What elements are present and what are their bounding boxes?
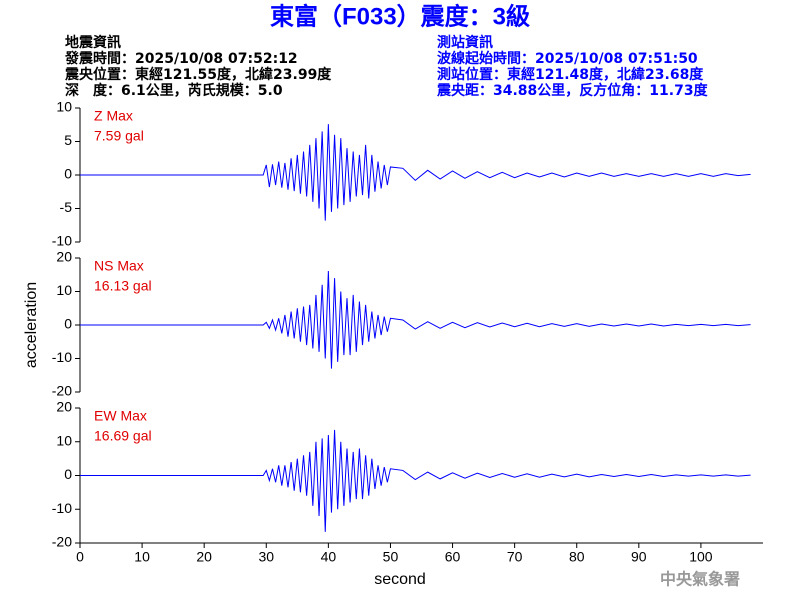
max-value-label: 16.69 gal (94, 428, 152, 444)
info-line: 波線起始時間：2025/10/08 07:51:50 (437, 50, 698, 67)
y-tick-label: -10 (52, 233, 72, 249)
right-info: 測站資訊 波線起始時間：2025/10/08 07:51:50 測站位置：東經1… (436, 34, 709, 99)
y-tick-label: 10 (56, 282, 72, 298)
waveform (80, 270, 751, 369)
y-tick-label: 5 (64, 132, 72, 148)
x-tick-label: 0 (76, 549, 84, 565)
x-tick-label: 10 (134, 549, 150, 565)
y-tick-label: -10 (52, 500, 72, 516)
info-line: 測站資訊 (437, 34, 493, 51)
x-tick-label: 90 (631, 549, 647, 565)
x-tick-label: 20 (196, 549, 212, 565)
info-line: 發震時間：2025/10/08 07:52:12 (64, 50, 298, 67)
x-tick-label: 30 (258, 549, 274, 565)
y-tick-label: -10 (52, 349, 72, 365)
max-value-label: 7.59 gal (94, 128, 144, 144)
footer: 中央氣象署 (660, 570, 740, 589)
waveform (80, 429, 751, 532)
info-line: 震央位置：東經121.55度，北緯23.99度 (64, 66, 332, 83)
y-axis-label: acceleration (23, 282, 40, 368)
y-tick-label: 20 (56, 399, 72, 415)
y-tick-label: 0 (64, 166, 72, 182)
y-tick-label: 10 (56, 432, 72, 448)
y-tick-label: 0 (64, 316, 72, 332)
y-tick-label: -5 (60, 199, 73, 215)
x-axis-label: second (374, 571, 426, 588)
y-tick-label: 20 (56, 249, 72, 265)
chart-title: 東富（F033）震度：3級 (270, 2, 530, 30)
max-label: EW Max (94, 408, 147, 424)
waveform (80, 124, 751, 221)
x-tick-label: 80 (569, 549, 585, 565)
x-tick-label: 50 (383, 549, 399, 565)
info-line: 震央距：34.88公里，反方位角：11.73度 (436, 82, 709, 99)
max-value-label: 16.13 gal (94, 278, 152, 294)
info-line: 深 度：6.1公里，芮氏規模：5.0 (65, 82, 283, 99)
x-tick-label: 40 (321, 549, 337, 565)
y-tick-label: 10 (56, 99, 72, 115)
left-info: 地震資訊 發震時間：2025/10/08 07:52:12 震央位置：東經121… (64, 34, 332, 99)
x-tick-label: 100 (689, 549, 713, 565)
y-tick-label: 0 (64, 466, 72, 482)
info-line: 測站位置：東經121.48度，北緯23.68度 (437, 66, 704, 83)
x-tick-label: 70 (507, 549, 523, 565)
info-line: 地震資訊 (65, 34, 121, 51)
y-tick-label: -20 (52, 383, 72, 399)
x-tick-label: 60 (445, 549, 461, 565)
max-label: Z Max (94, 108, 133, 124)
max-label: NS Max (94, 258, 144, 274)
y-tick-label: -20 (52, 534, 72, 550)
